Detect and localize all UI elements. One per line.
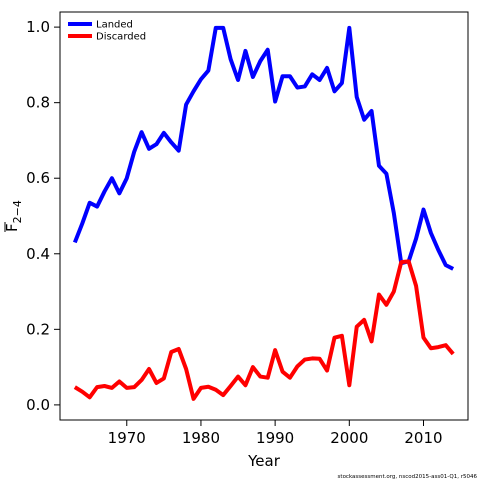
y-axis-title-symbol: F bbox=[3, 223, 21, 232]
legend-label-discarded: Discarded bbox=[96, 32, 146, 43]
y-tick-label: 1.0 bbox=[26, 18, 50, 36]
y-tick-label: 0.8 bbox=[26, 94, 50, 112]
series-line-landed bbox=[72, 25, 455, 271]
x-tick-label: 2000 bbox=[330, 429, 368, 447]
y-tick-label: 0.0 bbox=[26, 396, 50, 414]
axes: 1970 1980 1990 2000 2010 0.0 0.2 0.4 0.6 0.8 1.0 bbox=[26, 18, 442, 447]
x-tick-label: 1990 bbox=[256, 429, 294, 447]
plot-frame bbox=[59, 11, 469, 421]
y-tick-label: 0.4 bbox=[26, 245, 50, 263]
x-tick-label: 2010 bbox=[404, 429, 442, 447]
x-axis-title: Year bbox=[247, 452, 281, 470]
source-note: stockassessment.org, nscod2015-ass01-Q1,… bbox=[338, 474, 478, 480]
x-tick-label: 1980 bbox=[182, 429, 220, 447]
y-axis-title: F2−4 bbox=[3, 200, 24, 232]
svg-text:F2−4: F2−4 bbox=[3, 200, 24, 232]
y-tick-label: 0.6 bbox=[26, 169, 50, 187]
y-tick-label: 0.2 bbox=[26, 320, 50, 338]
legend-label-landed: Landed bbox=[96, 20, 133, 31]
y-axis-title-subscript: 2−4 bbox=[11, 200, 24, 223]
series-layer bbox=[72, 25, 455, 401]
legend: Landed Discarded bbox=[68, 20, 146, 43]
series-line-discarded bbox=[73, 259, 455, 401]
x-tick-label: 1970 bbox=[108, 429, 146, 447]
